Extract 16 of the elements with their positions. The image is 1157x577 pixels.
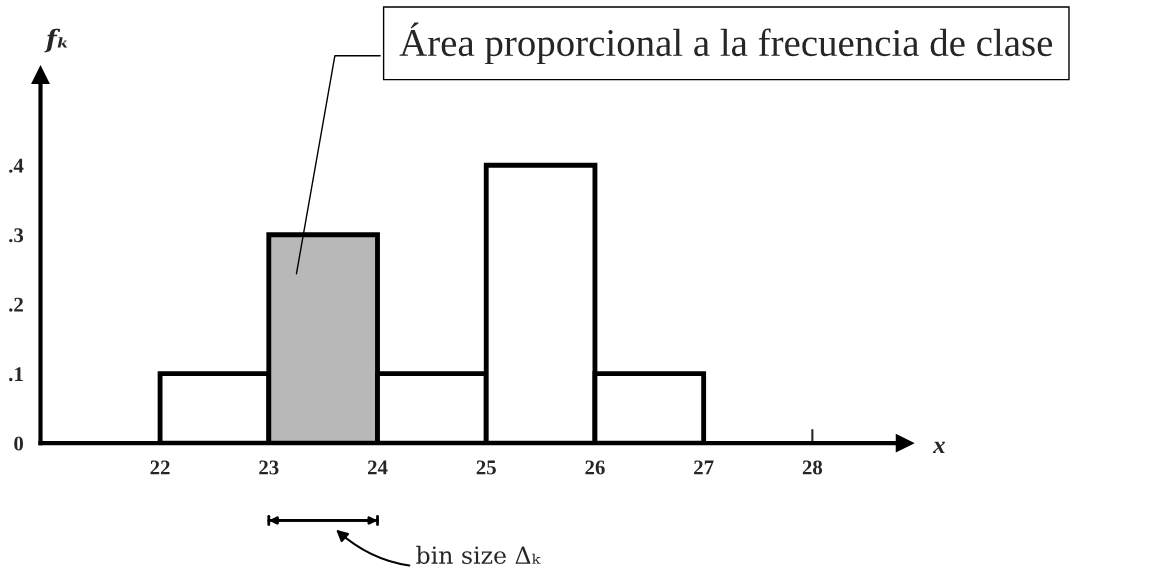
text: bin size Δₖ — [416, 545, 541, 565]
y-tick-label: .3 — [9, 228, 24, 243]
y-tick-label: .2 — [9, 297, 23, 312]
x-tick-label: 23 — [259, 460, 279, 475]
x-tick-label: 24 — [367, 460, 388, 475]
y-axis-title: fₖ — [44, 28, 68, 53]
y-tick-label: .4 — [9, 158, 24, 173]
x-tick-label: 26 — [585, 460, 605, 475]
x-tick-label: 28 — [802, 460, 823, 475]
y-tick-label: 0 — [14, 436, 24, 451]
x-axis-title: x — [932, 441, 945, 454]
y-tick-label: .1 — [9, 367, 23, 382]
x-tick-label: 22 — [150, 460, 170, 475]
x-tick-label: 25 — [476, 460, 496, 475]
x-tick-label: 27 — [694, 460, 714, 475]
text: Área proporcional a la frecuencia de clase — [399, 22, 1053, 65]
